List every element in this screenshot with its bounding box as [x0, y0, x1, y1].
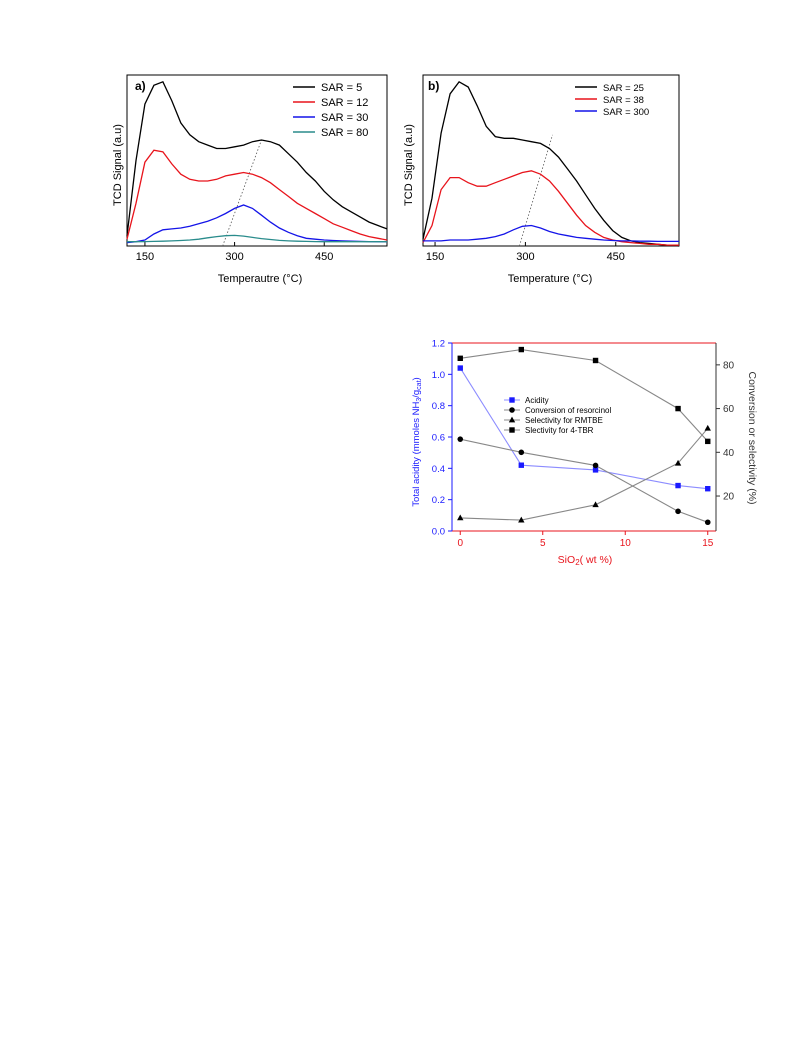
panel-label-a: a) — [135, 79, 146, 93]
data-point — [592, 462, 599, 469]
legend-label: SAR = 5 — [321, 82, 362, 94]
series-line-2 — [422, 170, 679, 246]
chart-panel-c: 0 5 10 15 0.0 0.2 0.4 0.6 0.8 1.0 1.2 20 40 60 80 Acid… — [411, 339, 758, 568]
peak-shift-guide-line — [518, 134, 553, 247]
series-line-2 — [126, 149, 388, 241]
y-tick-label: 0.4 — [432, 464, 445, 475]
data-point — [704, 519, 711, 526]
legend-marker — [508, 416, 516, 423]
chart-panel-a: 150 300 450 SAR = 5 SAR = 12 SAR = 30 SAR = 8… — [112, 74, 388, 285]
x-axis-label-a: Temperautre (°C) — [218, 273, 302, 285]
x-tick-label: 300 — [516, 251, 534, 263]
legend-label: Conversion of resorcinol — [525, 406, 611, 415]
legend-label: SAR = 25 — [603, 83, 644, 94]
series-line-1 — [126, 80, 388, 236]
x-tick-label: 15 — [702, 538, 714, 549]
legend-label: SAR = 30 — [321, 112, 368, 124]
data-point — [592, 467, 599, 473]
y2-tick-label: 40 — [723, 448, 735, 459]
data-point — [457, 355, 463, 362]
data-point — [457, 436, 464, 442]
x-tick-label: 5 — [540, 538, 546, 549]
panel-label-b: b) — [428, 79, 439, 93]
y2-axis-label-c: Conversion or selectivity (%) — [746, 371, 758, 504]
y-axis-label-c: Total acidity (mmoles NH3/gcat) — [411, 377, 423, 506]
data-point — [674, 459, 682, 466]
series-line-4 — [127, 234, 387, 243]
y-tick-label: 0.2 — [432, 495, 445, 506]
x-axis-label-c: SiO2( wt %) — [558, 554, 613, 567]
data-point — [457, 514, 464, 521]
legend-marker — [509, 407, 515, 413]
y-tick-label: 1.0 — [432, 370, 445, 381]
y-tick-label: 0.6 — [432, 433, 445, 444]
x-tick-label: 10 — [620, 538, 632, 549]
data-point — [705, 438, 711, 445]
legend-label: Selectivity for RMTBE — [525, 416, 603, 425]
y-tick-label: 1.2 — [432, 339, 445, 350]
x-tick-label: 300 — [225, 251, 243, 263]
series-line-3 — [423, 224, 679, 243]
legend-marker — [509, 427, 515, 433]
y-tick-label: 0.8 — [432, 401, 445, 412]
y-axis-label-b: TCD Signal (a.u) — [403, 124, 415, 206]
x-axis-label-b: Temperature (°C) — [508, 273, 592, 285]
y-tick-label: 0.0 — [432, 527, 445, 538]
legend-label: SAR = 80 — [321, 127, 368, 139]
data-point — [675, 482, 681, 489]
plot-frame — [126, 74, 388, 247]
data-point — [518, 449, 525, 456]
series-line-2 — [460, 438, 708, 523]
data-point — [705, 486, 711, 492]
peak-shift-guide-line — [222, 139, 262, 247]
data-point — [457, 365, 463, 371]
legend-label: Slectivity for 4-TBR — [525, 426, 594, 435]
data-point — [704, 424, 711, 431]
series-line-3 — [126, 204, 387, 244]
x-tick-label: 450 — [607, 251, 625, 263]
data-point — [592, 501, 599, 508]
legend-label: SAR = 12 — [321, 97, 368, 109]
legend-label: SAR = 300 — [603, 107, 649, 118]
data-point — [675, 405, 681, 412]
y2-tick-label: 20 — [723, 492, 735, 503]
y-axis-label-a: TCD Signal (a.u) — [112, 124, 124, 206]
data-point — [518, 346, 524, 353]
data-point — [592, 357, 599, 364]
x-tick-label: 150 — [426, 251, 444, 263]
y2-tick-label: 60 — [723, 404, 735, 415]
legend-label: Acidity — [525, 396, 549, 405]
x-tick-label: 0 — [457, 538, 463, 549]
legend-label: SAR = 38 — [603, 95, 644, 106]
legend-marker — [509, 397, 515, 403]
data-point — [518, 516, 525, 523]
data-point — [675, 508, 681, 515]
data-point — [518, 462, 524, 468]
x-tick-label: 150 — [136, 251, 154, 263]
x-tick-label: 450 — [315, 251, 333, 263]
series-line-3 — [460, 427, 709, 521]
plot-frame — [422, 74, 680, 247]
y2-tick-label: 80 — [723, 360, 735, 371]
